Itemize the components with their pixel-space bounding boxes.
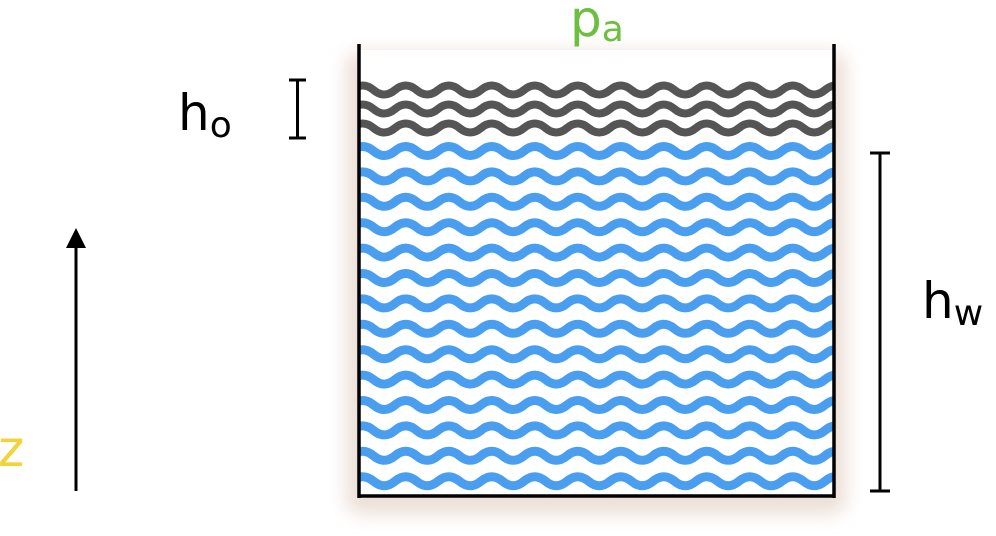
water-wave [360, 269, 833, 287]
water-wave [360, 345, 833, 364]
water-wave [360, 472, 833, 491]
water-wave [360, 319, 833, 338]
water-layer [360, 142, 833, 491]
atmospheric-pressure-subscript: a [602, 9, 624, 50]
z-axis-label: z [0, 420, 24, 478]
oil-wave [360, 119, 833, 137]
oil-wave [360, 100, 833, 118]
water-wave [360, 446, 833, 465]
water-wave [360, 370, 833, 389]
water-height-label: hw [922, 272, 983, 334]
water-wave [360, 396, 833, 414]
tank-container [357, 44, 836, 498]
water-wave [360, 167, 833, 186]
water-wave [360, 243, 833, 262]
z-axis-arrowhead-icon [66, 228, 86, 248]
water-wave [360, 142, 833, 160]
water-wave [360, 192, 833, 211]
atmospheric-pressure-label: pa [570, 0, 624, 50]
water-wave [360, 294, 833, 313]
water-wave [360, 421, 833, 440]
oil-wave [360, 81, 833, 99]
water-height-bracket [870, 151, 890, 493]
water-wave [360, 218, 833, 237]
oil-height-label: ho [178, 84, 232, 146]
oil-height-subscript: o [210, 105, 232, 146]
oil-height-bracket [289, 78, 306, 140]
oil-layer [360, 81, 833, 137]
water-height-subscript: w [954, 293, 983, 334]
